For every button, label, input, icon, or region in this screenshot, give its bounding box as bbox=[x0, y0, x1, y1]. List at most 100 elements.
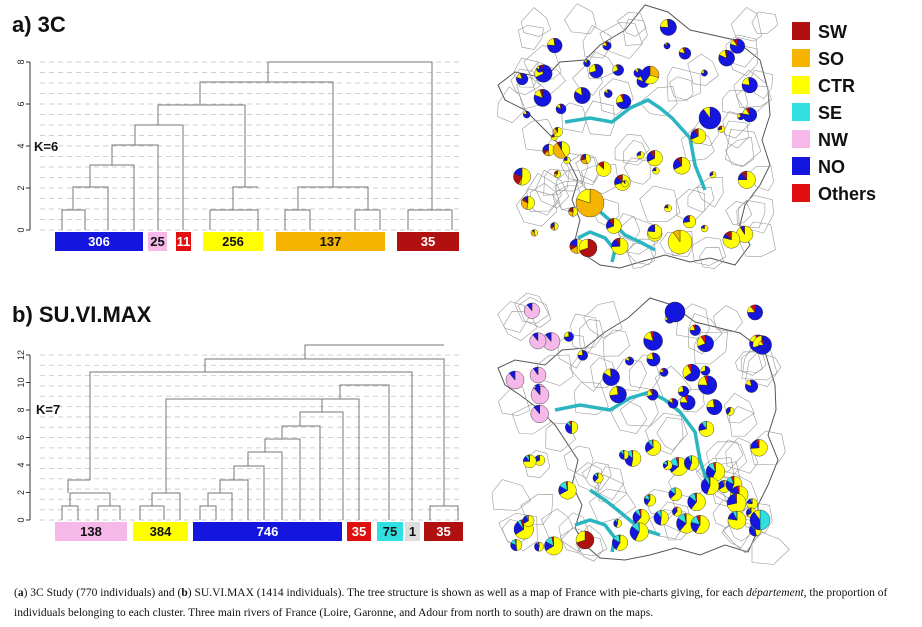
dendrogram-branch bbox=[165, 398, 340, 493]
pie-slice bbox=[537, 541, 540, 547]
pie-slice bbox=[675, 506, 678, 512]
pie-slice bbox=[703, 69, 705, 74]
pie-slice bbox=[516, 72, 529, 86]
pie-slice bbox=[654, 167, 657, 171]
pie-slice bbox=[647, 494, 651, 501]
dendrogram-branch bbox=[89, 371, 413, 520]
pie-slice bbox=[725, 231, 732, 241]
departement-border bbox=[687, 53, 719, 86]
cluster-bar bbox=[55, 522, 127, 541]
caption-part2: ) SU.VI.MAX (1414 individuals). The tree… bbox=[187, 587, 747, 599]
pie-slice bbox=[672, 229, 681, 243]
dendrogram-branch bbox=[67, 479, 90, 493]
pie-slice bbox=[675, 457, 679, 467]
departement-border bbox=[705, 441, 744, 472]
legend-swatch bbox=[792, 22, 810, 40]
pie-slice bbox=[578, 238, 589, 252]
pie-slice bbox=[676, 156, 682, 167]
departement-border bbox=[581, 461, 612, 491]
pie-slice bbox=[523, 514, 535, 527]
pie-slice bbox=[731, 476, 735, 485]
departement-border bbox=[575, 535, 604, 562]
departement-border bbox=[622, 139, 649, 166]
departement-border bbox=[687, 186, 715, 213]
pie-slice bbox=[727, 406, 735, 416]
departement-border bbox=[516, 76, 551, 110]
departement-border bbox=[526, 172, 562, 212]
cluster-bar bbox=[193, 522, 342, 541]
legend-label: NW bbox=[818, 130, 848, 150]
pie-slice bbox=[682, 385, 684, 392]
departement-border bbox=[583, 100, 615, 137]
pie-slice bbox=[664, 301, 686, 323]
pie-slice bbox=[545, 536, 563, 556]
pie-slice bbox=[533, 385, 541, 396]
pie-slice bbox=[576, 530, 595, 550]
y-tick-label: 4 bbox=[16, 143, 26, 148]
pie-slice bbox=[575, 530, 586, 544]
caption-italic: département bbox=[746, 587, 804, 599]
departement-border bbox=[738, 195, 775, 234]
pie-slice bbox=[663, 460, 673, 471]
legend-label: Others bbox=[818, 184, 876, 204]
pie-slice bbox=[616, 174, 623, 184]
pie-slice bbox=[671, 398, 674, 404]
pie-slice bbox=[758, 340, 769, 351]
pie-slice bbox=[559, 103, 562, 109]
pie-slice bbox=[514, 539, 517, 546]
dendrogram-branch bbox=[429, 505, 459, 520]
cluster-size-label: 35 bbox=[436, 524, 450, 539]
pie-slice bbox=[581, 153, 586, 160]
cluster-bar bbox=[424, 522, 463, 541]
departement-border bbox=[520, 494, 554, 526]
dendrogram-branch bbox=[219, 479, 249, 520]
pie-slice bbox=[616, 385, 619, 395]
pie-slice bbox=[682, 47, 686, 54]
france-map-a bbox=[497, 3, 779, 269]
departement-border bbox=[695, 457, 735, 492]
cluster-bar bbox=[377, 522, 403, 541]
pie-slice bbox=[550, 222, 555, 227]
pie-slice bbox=[581, 350, 583, 356]
pie-slice bbox=[671, 457, 688, 476]
pie-slice bbox=[526, 196, 535, 210]
y-tick-label: 12 bbox=[16, 350, 26, 360]
pie-slice bbox=[612, 64, 624, 76]
pie-slice bbox=[640, 65, 651, 83]
pie-slice bbox=[615, 64, 619, 71]
departement-border bbox=[751, 532, 790, 565]
caption-part1: ) 3C Study (770 individuals) and ( bbox=[23, 587, 182, 599]
departement-border bbox=[575, 157, 602, 183]
departement-border bbox=[725, 437, 759, 474]
pie-slice bbox=[673, 506, 682, 517]
cluster-size-label: 35 bbox=[352, 524, 366, 539]
pie-slice bbox=[576, 188, 591, 204]
departement-border bbox=[725, 34, 758, 68]
pie-slice bbox=[616, 519, 622, 528]
pie-slice bbox=[535, 64, 553, 83]
pie-slice bbox=[638, 508, 642, 518]
legend-label: SO bbox=[818, 49, 844, 69]
dendrogram-branch bbox=[299, 411, 344, 520]
pie-slice bbox=[749, 379, 752, 387]
departement-border bbox=[725, 201, 753, 226]
cluster-bar bbox=[405, 522, 420, 541]
pie-slice bbox=[759, 509, 771, 531]
pie-slice bbox=[713, 462, 716, 472]
departement-border bbox=[715, 439, 748, 475]
pie-slice bbox=[571, 420, 579, 434]
pie-slice bbox=[622, 450, 625, 455]
departement-border bbox=[594, 474, 628, 505]
dendrogram-a: 0 2 4 6 8 306 25 11 256 137 35 bbox=[16, 59, 462, 251]
caption-part3: , the proportion of individuals belongin… bbox=[14, 587, 888, 619]
departement-border bbox=[733, 69, 772, 108]
dendrogram-branch bbox=[339, 384, 390, 520]
y-tick-label: 4 bbox=[16, 462, 26, 467]
pie-slice bbox=[667, 18, 669, 28]
pie-slice bbox=[693, 128, 699, 137]
departement-border bbox=[730, 7, 763, 42]
departement-border bbox=[751, 11, 779, 35]
pie-slice bbox=[623, 450, 629, 460]
pie-slice bbox=[708, 476, 711, 486]
departement-border bbox=[498, 386, 531, 416]
